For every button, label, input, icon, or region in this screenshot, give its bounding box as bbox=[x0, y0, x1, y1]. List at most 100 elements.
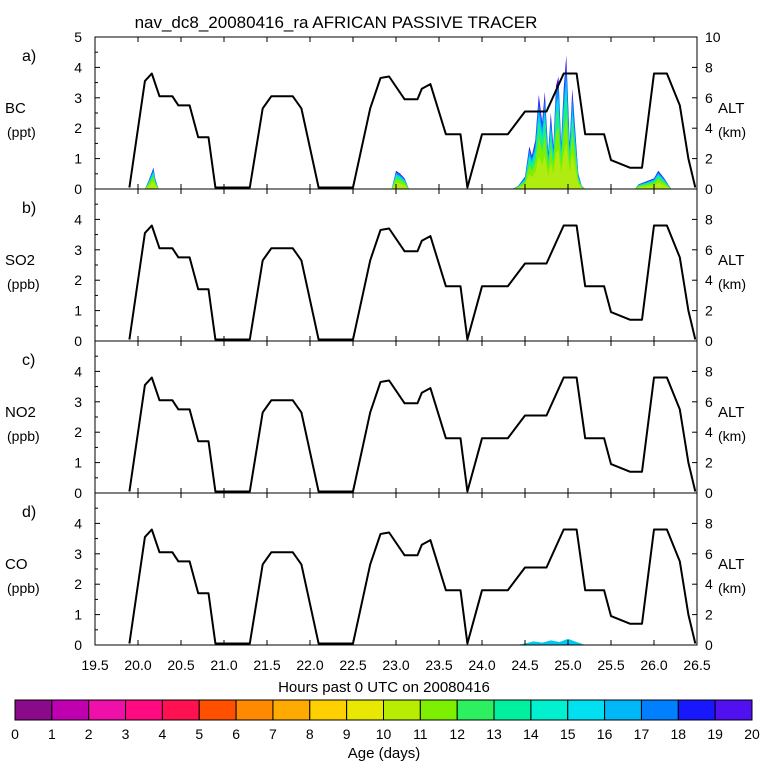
colorbar-tick-label: 19 bbox=[707, 726, 723, 742]
y2-tick-label: 4 bbox=[705, 576, 713, 592]
y-tick-label: 0 bbox=[74, 637, 82, 653]
y2-tick-label: 8 bbox=[705, 515, 713, 531]
colorbar-swatch bbox=[198, 699, 237, 721]
y2-tick-label: 4 bbox=[705, 120, 713, 136]
colorbar-swatch bbox=[714, 699, 753, 721]
colorbar-swatch bbox=[383, 699, 421, 721]
colorbar-swatch bbox=[14, 699, 53, 721]
y-axis-units: (ppb) bbox=[7, 276, 40, 292]
colorbar-tick-label: 12 bbox=[449, 726, 465, 742]
colorbar-tick-label: 20 bbox=[744, 726, 760, 742]
y2-tick-label: 6 bbox=[705, 394, 713, 410]
tracer-area-layer-0 bbox=[516, 638, 586, 645]
y-tick-label: 3 bbox=[74, 90, 82, 106]
y2-axis-label: ALT bbox=[718, 404, 744, 421]
colorbar-tick-label: 3 bbox=[122, 726, 130, 742]
y-tick-label: 0 bbox=[74, 485, 82, 501]
y-axis-label: CO bbox=[5, 556, 28, 573]
colorbar-tick-label: 14 bbox=[523, 726, 539, 742]
panel-no2: 0 1 2 3 4 0 2 4 6 8 c) NO2 (ppb) ALT (km) bbox=[5, 340, 746, 501]
x-tick-label: 25.0 bbox=[554, 657, 581, 673]
x-tick-label: 19.5 bbox=[81, 657, 108, 673]
colorbar-swatch bbox=[272, 699, 311, 721]
colorbar-swatch bbox=[346, 699, 384, 721]
y2-tick-label: 8 bbox=[705, 59, 713, 75]
x-tick-label: 24.0 bbox=[468, 657, 495, 673]
y2-axis-units: (km) bbox=[718, 428, 746, 444]
colorbar-tick-label: 8 bbox=[306, 726, 314, 742]
x-tick-label: 23.0 bbox=[382, 657, 409, 673]
colorbar-swatch bbox=[309, 699, 348, 721]
y-tick-label: 3 bbox=[74, 394, 82, 410]
y-tick-label: 1 bbox=[74, 151, 82, 167]
colorbar-tick-label: 9 bbox=[343, 726, 351, 742]
x-tick-label: 26.5 bbox=[683, 657, 710, 673]
plot-frame bbox=[94, 36, 698, 190]
colorbar-tick-label: 18 bbox=[671, 726, 687, 742]
y-tick-label: 0 bbox=[74, 333, 82, 349]
y-axis-units: (ppb) bbox=[7, 428, 40, 444]
y-tick-label: 1 bbox=[74, 455, 82, 471]
y2-tick-label: 10 bbox=[705, 29, 721, 45]
y-tick-label: 1 bbox=[74, 303, 82, 319]
tracer-area-layer-5 bbox=[129, 142, 672, 189]
y2-tick-label: 6 bbox=[705, 546, 713, 562]
colorbar-swatch bbox=[677, 699, 716, 721]
y2-tick-label: 0 bbox=[705, 181, 713, 197]
y-axis-label: NO2 bbox=[5, 404, 36, 421]
y-tick-label: 0 bbox=[74, 181, 82, 197]
panel-label: c) bbox=[22, 352, 35, 369]
y-tick-label: 2 bbox=[74, 424, 82, 440]
y-tick-label: 4 bbox=[74, 211, 82, 227]
colorbar-swatch bbox=[456, 699, 495, 721]
y2-axis-units: (km) bbox=[718, 580, 746, 596]
colorbar-swatch bbox=[419, 699, 458, 721]
y-axis-units: (ppb) bbox=[7, 580, 40, 596]
y-tick-label: 4 bbox=[74, 59, 82, 75]
colorbar-swatch bbox=[51, 699, 90, 721]
y-axis-label: BC bbox=[5, 100, 26, 117]
y2-tick-label: 0 bbox=[705, 333, 713, 349]
colorbar-label: Age (days) bbox=[348, 745, 421, 762]
panel-label: d) bbox=[22, 504, 36, 521]
figure-title: nav_dc8_20080416_ra AFRICAN PASSIVE TRAC… bbox=[135, 13, 538, 32]
panel-label: a) bbox=[22, 48, 36, 65]
colorbar-swatch bbox=[530, 699, 569, 721]
x-tick-label: 22.5 bbox=[339, 657, 366, 673]
plot-frame bbox=[94, 188, 698, 342]
y-tick-label: 3 bbox=[74, 546, 82, 562]
y2-tick-label: 2 bbox=[705, 303, 713, 319]
colorbar-tick-label: 0 bbox=[11, 726, 19, 742]
tracer-area-layer-0 bbox=[129, 55, 672, 190]
y2-tick-label: 4 bbox=[705, 272, 713, 288]
x-tick-label: 22.0 bbox=[296, 657, 323, 673]
colorbar-tick-label: 10 bbox=[376, 726, 392, 742]
y2-axis-label: ALT bbox=[718, 556, 744, 573]
colorbar-tick-label: 5 bbox=[195, 726, 203, 742]
colorbar-swatch bbox=[161, 699, 200, 721]
altitude-line bbox=[128, 224, 697, 341]
y-tick-label: 2 bbox=[74, 120, 82, 136]
x-tick-label: 20.0 bbox=[124, 657, 151, 673]
colorbar-tick-label: 15 bbox=[560, 726, 576, 742]
colorbar-tick-label: 16 bbox=[597, 726, 613, 742]
colorbar-swatch bbox=[235, 699, 274, 721]
x-tick-label: 21.5 bbox=[253, 657, 280, 673]
colorbar: 0 1 2 3 4 5 6 7 8 9 10 11 12 13 14 15 16 17 18 19 20 bbox=[11, 699, 760, 742]
tracer-area-layer-1 bbox=[129, 65, 672, 189]
colorbar-tick-label: 17 bbox=[634, 726, 650, 742]
x-tick-label: 26.0 bbox=[640, 657, 667, 673]
colorbar-swatch bbox=[125, 699, 163, 721]
y2-axis-label: ALT bbox=[718, 100, 744, 117]
y-axis-units: (ppt) bbox=[7, 124, 36, 140]
y-tick-label: 2 bbox=[74, 272, 82, 288]
y2-tick-label: 2 bbox=[705, 151, 713, 167]
y-tick-label: 1 bbox=[74, 607, 82, 623]
altitude-line bbox=[128, 528, 697, 645]
y2-tick-label: 0 bbox=[705, 485, 713, 501]
colorbar-tick-label: 7 bbox=[269, 726, 277, 742]
colorbar-tick-label: 4 bbox=[159, 726, 167, 742]
y2-tick-label: 2 bbox=[705, 607, 713, 623]
x-tick-label: 20.5 bbox=[167, 657, 194, 673]
